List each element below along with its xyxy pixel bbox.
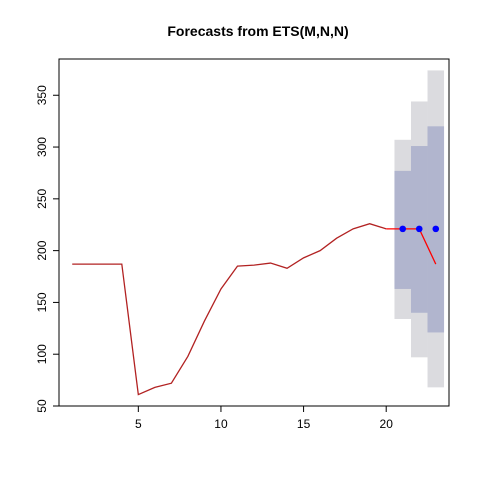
forecast-points	[399, 225, 440, 233]
x-tick-label: 20	[380, 417, 394, 431]
y-tick-label: 100	[35, 344, 49, 364]
y-tick-label: 150	[35, 292, 49, 312]
chart-title: Forecasts from ETS(M,N,N)	[167, 23, 348, 39]
y-axis: 50 100 150 200 250 300 350	[35, 85, 60, 413]
test-series-line	[386, 228, 437, 265]
plot-frame	[58, 58, 450, 407]
y-tick-label: 250	[35, 189, 49, 209]
forecast-point-2	[415, 225, 423, 233]
series-lines	[72, 223, 437, 396]
observed-series-line	[72, 223, 387, 396]
forecast-point-3	[432, 225, 440, 233]
x-tick-label: 10	[214, 417, 228, 431]
x-tick-label: 5	[135, 417, 142, 431]
y-tick-label: 350	[35, 85, 49, 105]
x-axis: 5 10 15 20	[135, 405, 394, 431]
y-tick-label: 300	[35, 137, 49, 157]
x-tick-label: 15	[297, 417, 311, 431]
y-tick-label: 200	[35, 240, 49, 260]
y-tick-label: 50	[35, 399, 49, 413]
forecast-point-1	[399, 225, 407, 233]
